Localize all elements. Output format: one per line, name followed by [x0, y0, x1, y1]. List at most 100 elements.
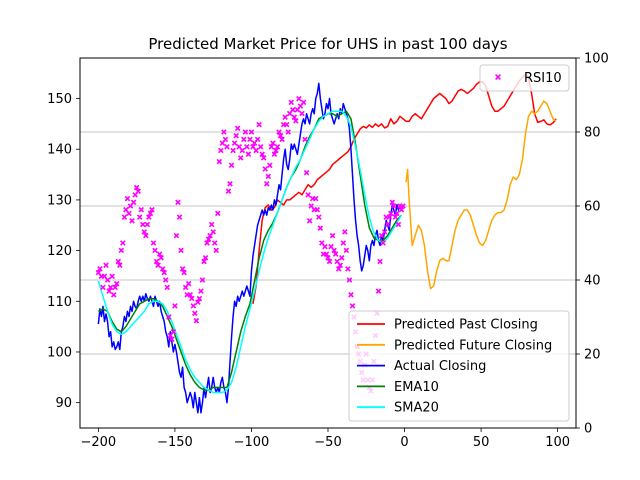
rsi-marker-41 — [158, 255, 164, 261]
rsi-marker-123 — [283, 121, 290, 128]
rsi-marker-46 — [166, 314, 172, 320]
rsi-marker-154 — [331, 247, 337, 254]
rsi-marker-187 — [381, 229, 388, 235]
rsi-marker-11 — [112, 284, 118, 291]
rsi-marker-74 — [208, 221, 215, 228]
rsi-marker-159 — [339, 255, 345, 261]
rsi-marker-122 — [282, 114, 288, 120]
legend-upper: RSI10 — [479, 64, 570, 92]
rsi-marker-105 — [256, 121, 262, 128]
legend-label-predicted-past-closing: Predicted Past Closing — [394, 318, 538, 333]
series-line-predicted-future-closing — [405, 100, 557, 290]
rsi-marker-83 — [222, 136, 229, 143]
x-tick-label: 0 — [400, 435, 408, 450]
rsi-marker-29 — [139, 221, 146, 228]
rsi-marker-186 — [380, 240, 386, 246]
y2-tick-label: 0 — [584, 422, 592, 437]
rsi-marker-107 — [259, 151, 265, 157]
rsi-marker-108 — [260, 155, 267, 161]
rsi-marker-153 — [329, 232, 336, 239]
axes-layer: −200 −150 −100 −50 0 50 100 90 100 110 120 130 140 15… — [47, 52, 609, 451]
rsi-marker-56 — [181, 269, 187, 276]
rsi-marker-49 — [170, 329, 177, 335]
rsi-marker-75 — [210, 229, 216, 235]
legend-label-ema10: EMA10 — [394, 380, 439, 395]
rsi-marker-13 — [115, 258, 122, 265]
rsi-marker-191 — [387, 210, 394, 217]
rsi-marker-198 — [398, 206, 405, 213]
rsi-marker-1 — [97, 266, 103, 272]
rsi-marker-98 — [245, 151, 252, 157]
rsi-marker-69 — [201, 258, 207, 265]
rsi-marker-115 — [271, 151, 278, 157]
rsi-marker-196 — [395, 221, 402, 228]
rsi-marker-184 — [377, 258, 383, 265]
rsi-marker-42 — [159, 266, 166, 272]
rsi-marker-133 — [299, 110, 305, 117]
rsi-marker-183 — [375, 288, 382, 294]
rsi-marker-87 — [228, 162, 235, 169]
x-tick-label: 50 — [473, 435, 490, 450]
x-tick-label: −50 — [314, 435, 341, 450]
rsi-marker-48 — [169, 336, 175, 342]
rsi-marker-113 — [268, 144, 275, 150]
y-tick-label: 140 — [47, 143, 72, 158]
rsi-marker-93 — [237, 155, 244, 161]
rsi-marker-120 — [279, 136, 285, 143]
rsi-marker-86 — [227, 181, 233, 187]
rsi-marker-164 — [346, 277, 353, 283]
rsi-marker-66 — [196, 295, 203, 302]
rsi-marker-68 — [199, 277, 206, 283]
rsi-marker-9 — [109, 273, 115, 280]
rsi-marker-30 — [141, 229, 148, 235]
rsi-marker-89 — [231, 140, 238, 146]
rsi-marker-106 — [257, 144, 264, 150]
rsi-marker-36 — [150, 240, 157, 246]
rsi-marker-90 — [233, 132, 239, 139]
series-line-actual-closing — [97, 82, 404, 414]
rsi-marker-62 — [190, 303, 197, 309]
rsi-marker-199 — [400, 203, 406, 209]
y2-tick-label: 100 — [584, 52, 609, 67]
legend-label-actual-closing: Actual Closing — [394, 359, 486, 374]
rsi-marker-192 — [389, 199, 396, 206]
y2-tick-label: 40 — [584, 274, 601, 289]
rsi-marker-155 — [332, 251, 339, 257]
y-tick-label: 120 — [47, 244, 72, 259]
rsi-marker-118 — [276, 129, 282, 135]
rsi-marker-65 — [195, 299, 201, 305]
rsi-marker-124 — [285, 129, 291, 135]
rsi-marker-37 — [152, 247, 158, 254]
legend-rsi-marker — [495, 74, 501, 80]
rsi-marker-131 — [296, 95, 302, 102]
rsi-marker-145 — [317, 225, 324, 231]
rsi-marker-150 — [325, 255, 331, 261]
rsi-marker-194 — [392, 214, 399, 220]
rsi-marker-31 — [143, 232, 149, 239]
rsi-marker-189 — [384, 221, 391, 228]
rsi-marker-19 — [124, 195, 131, 202]
rsi-marker-33 — [146, 214, 152, 220]
rsi-marker-28 — [138, 206, 145, 213]
rsi-marker-39 — [155, 262, 161, 268]
rsi-marker-157 — [335, 266, 342, 272]
rsi-marker-54 — [178, 247, 184, 254]
rsi-marker-112 — [267, 162, 273, 169]
rsi-marker-114 — [270, 140, 276, 146]
rsi-marker-162 — [343, 247, 350, 254]
y2-tick-label: 80 — [584, 126, 601, 141]
x-tick-label: 100 — [545, 435, 570, 450]
y-tick-label: 90 — [55, 396, 72, 411]
rsi-marker-34 — [147, 210, 154, 217]
rsi-marker-layer — [95, 95, 406, 394]
legend-rsi-label: RSI10 — [524, 71, 562, 86]
rsi-marker-193 — [391, 203, 397, 209]
rsi-marker-134 — [300, 99, 307, 106]
chart-title: Predicted Market Price for UHS in past 1… — [148, 35, 507, 53]
rsi-marker-55 — [179, 266, 186, 272]
rsi-marker-23 — [130, 199, 137, 206]
rsi-marker-97 — [244, 144, 250, 150]
rsi-marker-148 — [322, 243, 328, 250]
